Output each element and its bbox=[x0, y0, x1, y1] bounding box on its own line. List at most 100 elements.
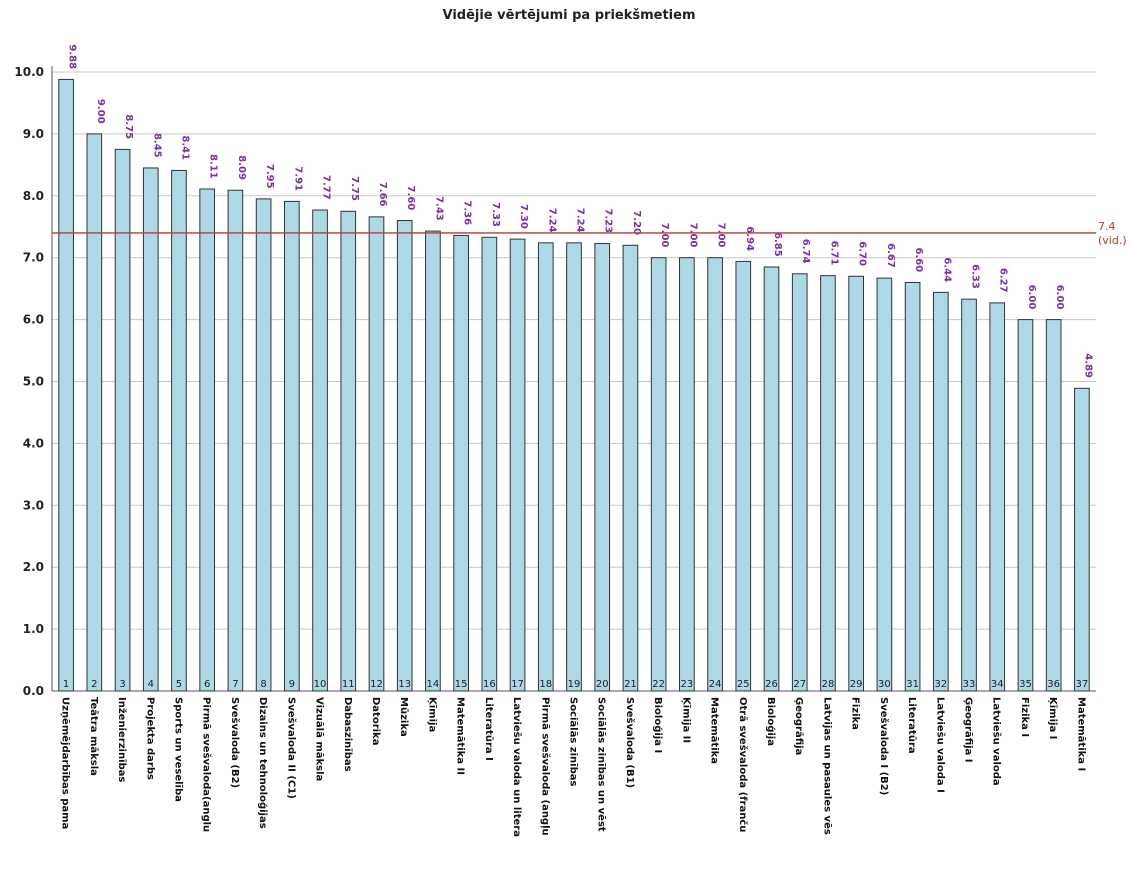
bar bbox=[763, 266, 780, 692]
x-tick-label: Uzņēmējdarbības pama bbox=[60, 697, 71, 829]
y-tick-label: 3.0 bbox=[23, 498, 44, 512]
value-label: 6.74 bbox=[800, 239, 811, 264]
value-label: 7.33 bbox=[490, 202, 501, 227]
bar-index-label: 21 bbox=[624, 679, 637, 690]
value-label: 9.00 bbox=[95, 99, 106, 124]
x-tick-label: Fizika I bbox=[1019, 697, 1030, 737]
bar bbox=[876, 277, 893, 692]
value-label: 7.24 bbox=[575, 208, 586, 233]
y-tick-label: 0.0 bbox=[23, 684, 44, 698]
bar bbox=[227, 189, 244, 692]
value-label: 7.60 bbox=[405, 186, 416, 211]
bar-index-label: 36 bbox=[1047, 679, 1060, 690]
x-tick-label: Mūzika bbox=[398, 697, 409, 737]
value-label: 4.89 bbox=[1082, 353, 1093, 378]
bar-index-label: 15 bbox=[455, 679, 468, 690]
x-tick-label: Dizains un tehnoloģijas bbox=[257, 697, 268, 829]
bar bbox=[1045, 319, 1062, 692]
x-tick-label: Sociālās zinības un vēst bbox=[596, 697, 607, 832]
bar bbox=[622, 244, 639, 692]
bar bbox=[566, 242, 582, 692]
x-tick-label: Bioloģija bbox=[765, 697, 776, 746]
value-label: 7.77 bbox=[321, 175, 332, 200]
x-tick-label: Pirmā svešvaloda (angļu bbox=[539, 697, 551, 836]
bar bbox=[650, 257, 667, 692]
value-label: 6.70 bbox=[857, 241, 868, 266]
bar-index-label: 10 bbox=[314, 679, 327, 690]
bar-index-label: 30 bbox=[878, 679, 891, 690]
x-tick-label: Projekta darbs bbox=[144, 697, 155, 780]
bar-index-label: 19 bbox=[568, 679, 581, 690]
x-tick-label: Bioloģija I bbox=[652, 697, 663, 753]
bar bbox=[340, 210, 357, 692]
value-label: 7.36 bbox=[462, 200, 473, 225]
value-label: 7.24 bbox=[546, 208, 557, 233]
bar-index-label: 28 bbox=[822, 679, 835, 690]
average-sublabel: (vid.) bbox=[1098, 234, 1127, 247]
bar-index-label: 26 bbox=[765, 679, 778, 690]
bar bbox=[989, 302, 1006, 692]
value-label: 9.88 bbox=[67, 44, 78, 69]
bar-index-label: 1 bbox=[63, 679, 69, 690]
bar-index-label: 24 bbox=[709, 679, 722, 690]
x-tick-label: Literatūra bbox=[906, 697, 917, 754]
value-label: 7.00 bbox=[687, 223, 698, 248]
bar-index-label: 12 bbox=[370, 679, 383, 690]
bar-index-label: 11 bbox=[342, 679, 355, 690]
value-label: 8.75 bbox=[123, 114, 134, 139]
x-tick-label: Svešvaloda (B1) bbox=[624, 697, 636, 788]
x-tick-label: Teātra māksla bbox=[88, 697, 99, 776]
bar bbox=[453, 234, 469, 692]
bar bbox=[368, 216, 385, 692]
bar-index-label: 32 bbox=[934, 679, 947, 690]
bar bbox=[961, 298, 977, 692]
bar bbox=[396, 220, 413, 692]
bar bbox=[58, 78, 74, 692]
bar bbox=[284, 200, 300, 692]
bar-index-label: 9 bbox=[289, 679, 295, 690]
value-label: 7.20 bbox=[631, 210, 642, 235]
bar-index-label: 17 bbox=[511, 679, 524, 690]
x-tick-label: Sociālās zinības bbox=[568, 697, 579, 786]
y-tick-label: 10.0 bbox=[14, 65, 44, 79]
y-tick-label: 8.0 bbox=[23, 189, 44, 203]
bar-index-label: 16 bbox=[483, 679, 496, 690]
bar-index-label: 23 bbox=[680, 679, 693, 690]
bar bbox=[1074, 387, 1090, 692]
bar-index-label: 29 bbox=[850, 679, 863, 690]
value-label: 8.11 bbox=[208, 154, 219, 179]
bar bbox=[791, 273, 808, 692]
x-tick-label: Sports un veselība bbox=[172, 697, 183, 802]
bar bbox=[1017, 319, 1034, 692]
bar-index-label: 5 bbox=[176, 679, 182, 690]
bar bbox=[481, 236, 498, 692]
x-tick-label: Ģeogrāfija I bbox=[963, 697, 974, 763]
bar-index-label: 20 bbox=[596, 679, 609, 690]
bar bbox=[255, 198, 272, 692]
y-tick-label: 6.0 bbox=[23, 313, 44, 327]
bar bbox=[142, 167, 159, 692]
bar-index-label: 22 bbox=[652, 679, 665, 690]
x-tick-label: Ķīmija bbox=[426, 697, 437, 732]
bar bbox=[114, 148, 131, 692]
bar-index-label: 6 bbox=[204, 679, 210, 690]
bar bbox=[735, 260, 752, 692]
x-tick-label: Fizika bbox=[850, 697, 861, 730]
x-tick-label: Otrā svešvaloda (franču bbox=[737, 697, 749, 832]
bar-index-label: 7 bbox=[232, 679, 238, 690]
bar bbox=[594, 242, 611, 692]
value-label: 7.30 bbox=[518, 204, 529, 229]
bar-index-label: 8 bbox=[260, 679, 266, 690]
bar bbox=[848, 275, 864, 692]
bar bbox=[904, 281, 921, 692]
bar bbox=[537, 242, 554, 692]
bar-index-label: 14 bbox=[427, 679, 440, 690]
x-tick-label: Matemātika I bbox=[1075, 697, 1086, 771]
value-label: 6.71 bbox=[828, 241, 839, 266]
value-label: 6.00 bbox=[1054, 285, 1065, 310]
x-tick-label: Pirmā svešvaloda(anglu bbox=[201, 697, 213, 832]
bar-index-label: 2 bbox=[91, 679, 97, 690]
bar-index-label: 18 bbox=[539, 679, 552, 690]
value-label: 8.41 bbox=[179, 135, 190, 160]
